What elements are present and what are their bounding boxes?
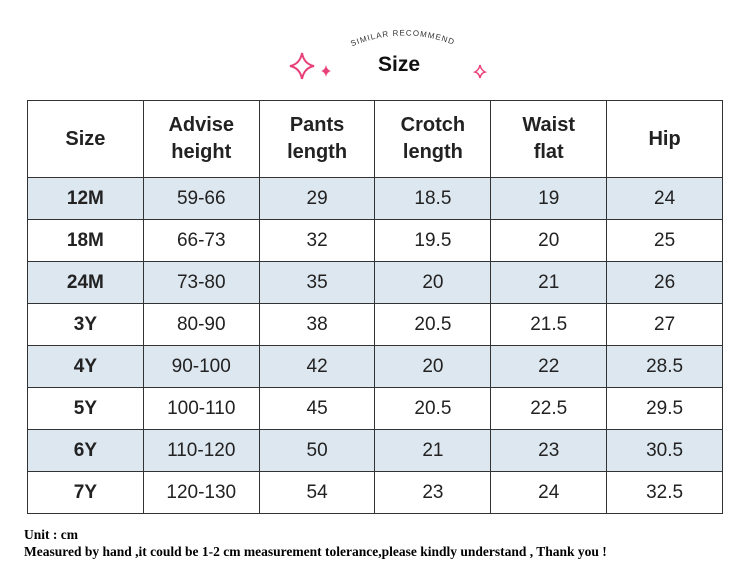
size-cell: 6Y [27, 429, 144, 472]
table-cell: 54 [258, 471, 376, 514]
column-header: Advise height [142, 100, 260, 178]
table-cell: 21 [374, 429, 492, 472]
subtitle: SIMILAR RECOMMEND [349, 28, 455, 48]
table-cell: 66-73 [142, 219, 260, 262]
table-row: 6Y 110-120 50 21 23 30.5 [27, 429, 723, 472]
sparkle [289, 52, 315, 80]
table-cell: 23 [490, 429, 608, 472]
table-cell: 30.5 [606, 429, 723, 472]
table-cell: 38 [258, 303, 376, 346]
table-cell: 73-80 [142, 261, 260, 304]
table-row: 18M 66-73 32 19.5 20 25 [27, 219, 723, 262]
table-cell: 50 [258, 429, 376, 472]
column-header: Size [27, 100, 144, 178]
table-cell: 25 [606, 219, 723, 262]
table-cell: 20 [374, 261, 492, 304]
unit: Unit : cm [24, 527, 78, 542]
table-cell: 20 [374, 345, 492, 388]
table-cell: 27 [606, 303, 723, 346]
header-row: Size Advise height Pants length Crotch leng… [27, 100, 723, 178]
size-cell: 3Y [27, 303, 144, 346]
sparkle [472, 64, 488, 79]
table-cell: 24 [606, 177, 723, 220]
table-cell: 35 [258, 261, 376, 304]
size-cell: 12M [27, 177, 144, 220]
table-cell: 18.5 [374, 177, 492, 220]
table-cell: 28.5 [606, 345, 723, 388]
table-cell: 22 [490, 345, 608, 388]
table-cell: 110-120 [142, 429, 260, 472]
table-row: 12M 59-66 29 18.5 19 24 [27, 177, 723, 220]
title: Size [378, 53, 420, 76]
column-header: Hip [606, 100, 723, 178]
column-header: Pants length [258, 100, 376, 178]
table-cell: 19.5 [374, 219, 492, 262]
size-cell: 7Y [27, 471, 144, 514]
table-cell: 42 [258, 345, 376, 388]
table-cell: 32.5 [606, 471, 723, 514]
table-cell: 80-90 [142, 303, 260, 346]
table-cell: 32 [258, 219, 376, 262]
table-row: 24M 73-80 35 20 21 26 [27, 261, 723, 304]
table-cell: 23 [374, 471, 492, 514]
table-cell: 22.5 [490, 387, 608, 430]
table-cell: 19 [490, 177, 608, 220]
size-table: Size Advise height Pants length Crotch leng… [27, 100, 723, 514]
column-header: Crotch length [374, 100, 492, 178]
table-cell: 20.5 [374, 387, 492, 430]
sparkle [321, 65, 331, 77]
table-cell: 21 [490, 261, 608, 304]
table-row: 3Y 80-90 38 20.5 21.5 27 [27, 303, 723, 346]
size-cell: 24M [27, 261, 144, 304]
size-cell: 4Y [27, 345, 144, 388]
header: SIMILAR RECOMMEND Size [289, 28, 488, 80]
table-cell: 20 [490, 219, 608, 262]
table-cell: 24 [490, 471, 608, 514]
table-cell: 45 [258, 387, 376, 430]
size-cell: 5Y [27, 387, 144, 430]
table-cell: 100-110 [142, 387, 260, 430]
table-row: 7Y 120-130 54 23 24 32.5 [27, 471, 723, 514]
table-cell: 20.5 [374, 303, 492, 346]
table-row: 5Y 100-110 45 20.5 22.5 29.5 [27, 387, 723, 430]
table-cell: 59-66 [142, 177, 260, 220]
table-cell: 29 [258, 177, 376, 220]
size-cell: 18M [27, 219, 144, 262]
table-cell: 90-100 [142, 345, 260, 388]
table-cell: 26 [606, 261, 723, 304]
note: Measured by hand ,it could be 1-2 cm mea… [24, 544, 607, 559]
footer: Unit : cm Measured by hand ,it could be … [24, 526, 607, 560]
subtitle-text: SIMILAR RECOMMEND [349, 28, 456, 48]
table-cell: 120-130 [142, 471, 260, 514]
table-cell: 29.5 [606, 387, 723, 430]
column-header: Waist flat [490, 100, 608, 178]
table-row: 4Y 90-100 42 20 22 28.5 [27, 345, 723, 388]
table-cell: 21.5 [490, 303, 608, 346]
